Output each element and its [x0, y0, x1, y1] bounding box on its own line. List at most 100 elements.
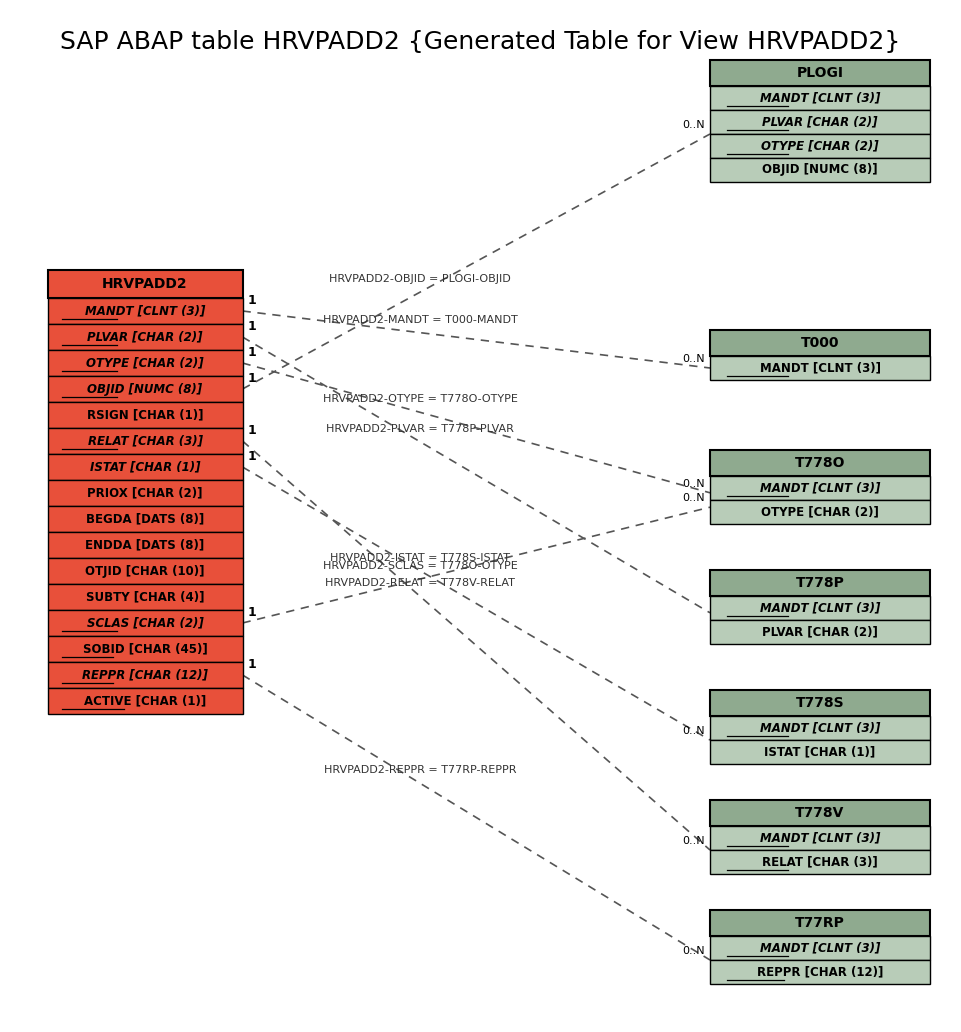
Bar [47, 454, 242, 480]
Text: 1: 1 [248, 346, 257, 359]
Text: HRVPADD2-ISTAT = T778S-ISTAT: HRVPADD2-ISTAT = T778S-ISTAT [331, 553, 510, 562]
Text: PLVAR [CHAR (2)]: PLVAR [CHAR (2)] [87, 330, 203, 344]
Text: ENDDA [DATS (8)]: ENDDA [DATS (8)] [86, 539, 205, 551]
Text: OTYPE [CHAR (2)]: OTYPE [CHAR (2)] [761, 506, 879, 518]
Text: 0..N: 0..N [682, 354, 705, 364]
Text: 0..N: 0..N [682, 946, 705, 956]
Text: HRVPADD2-PLVAR = T778P-PLVAR: HRVPADD2-PLVAR = T778P-PLVAR [326, 424, 514, 433]
Bar [710, 800, 930, 826]
Text: REPPR [CHAR (12)]: REPPR [CHAR (12)] [757, 966, 883, 978]
Text: ACTIVE [CHAR (1)]: ACTIVE [CHAR (1)] [84, 695, 206, 708]
Text: 0..N: 0..N [682, 479, 705, 489]
Bar [710, 476, 930, 499]
Text: ISTAT [CHAR (1)]: ISTAT [CHAR (1)] [89, 460, 200, 474]
Text: OTJID [CHAR (10)]: OTJID [CHAR (10)] [86, 565, 205, 578]
Text: 1: 1 [248, 294, 257, 307]
Text: MANDT [CLNT (3)]: MANDT [CLNT (3)] [760, 941, 880, 955]
Bar [47, 350, 242, 376]
Bar [47, 636, 242, 662]
Text: 1: 1 [248, 372, 257, 385]
Text: OTYPE [CHAR (2)]: OTYPE [CHAR (2)] [86, 356, 204, 369]
Bar [710, 110, 930, 134]
Text: HRVPADD2-OTYPE = T778O-OTYPE: HRVPADD2-OTYPE = T778O-OTYPE [323, 394, 518, 405]
Text: T77RP: T77RP [795, 916, 845, 930]
Bar [710, 936, 930, 960]
Bar [710, 158, 930, 182]
Bar [710, 450, 930, 476]
Bar [47, 533, 242, 558]
Text: MANDT [CLNT (3)]: MANDT [CLNT (3)] [760, 482, 880, 494]
Text: HRVPADD2-SCLAS = T778O-OTYPE: HRVPADD2-SCLAS = T778O-OTYPE [323, 561, 518, 571]
Bar [710, 134, 930, 158]
Bar [47, 298, 242, 324]
Text: 1: 1 [248, 658, 257, 671]
Text: 1: 1 [248, 424, 257, 437]
Text: T778V: T778V [796, 806, 845, 820]
Text: OBJID [NUMC (8)]: OBJID [NUMC (8)] [762, 163, 877, 176]
Bar [710, 356, 930, 380]
Text: HRVPADD2: HRVPADD2 [102, 277, 187, 291]
Text: SUBTY [CHAR (4)]: SUBTY [CHAR (4)] [86, 590, 205, 604]
Bar [710, 330, 930, 356]
Bar [710, 499, 930, 524]
Text: 0..N: 0..N [682, 493, 705, 504]
Text: PLVAR [CHAR (2)]: PLVAR [CHAR (2)] [762, 625, 878, 639]
Text: OBJID [NUMC (8)]: OBJID [NUMC (8)] [87, 383, 203, 395]
Bar [710, 910, 930, 936]
Bar [710, 960, 930, 983]
Text: HRVPADD2-OBJID = PLOGI-OBJID: HRVPADD2-OBJID = PLOGI-OBJID [330, 275, 511, 284]
Text: RELAT [CHAR (3)]: RELAT [CHAR (3)] [762, 856, 878, 869]
Text: RELAT [CHAR (3)]: RELAT [CHAR (3)] [87, 434, 203, 448]
Bar [710, 620, 930, 644]
Text: SAP ABAP table HRVPADD2 {Generated Table for View HRVPADD2}: SAP ABAP table HRVPADD2 {Generated Table… [61, 30, 900, 54]
Bar [47, 584, 242, 610]
Bar [47, 610, 242, 636]
Bar [710, 86, 930, 110]
Text: T778O: T778O [795, 456, 846, 470]
Text: MANDT [CLNT (3)]: MANDT [CLNT (3)] [85, 304, 206, 318]
Text: MANDT [CLNT (3)]: MANDT [CLNT (3)] [760, 721, 880, 735]
Bar [47, 480, 242, 506]
Text: REPPR [CHAR (12)]: REPPR [CHAR (12)] [82, 669, 208, 681]
Bar [710, 826, 930, 850]
Text: 1: 1 [248, 606, 257, 619]
Text: T778P: T778P [796, 576, 845, 590]
Text: PLVAR [CHAR (2)]: PLVAR [CHAR (2)] [762, 116, 877, 129]
Bar [710, 850, 930, 874]
Bar [47, 402, 242, 428]
Text: SOBID [CHAR (45)]: SOBID [CHAR (45)] [83, 643, 208, 655]
Text: HRVPADD2-MANDT = T000-MANDT: HRVPADD2-MANDT = T000-MANDT [323, 315, 518, 325]
Text: MANDT [CLNT (3)]: MANDT [CLNT (3)] [760, 92, 880, 104]
Text: HRVPADD2-RELAT = T778V-RELAT: HRVPADD2-RELAT = T778V-RELAT [325, 578, 515, 588]
Bar [710, 570, 930, 596]
Text: PRIOX [CHAR (2)]: PRIOX [CHAR (2)] [87, 486, 203, 499]
Bar [47, 662, 242, 688]
Text: 1: 1 [248, 320, 257, 333]
Text: OTYPE [CHAR (2)]: OTYPE [CHAR (2)] [761, 139, 878, 153]
Text: MANDT [CLNT (3)]: MANDT [CLNT (3)] [759, 361, 880, 375]
Bar [47, 376, 242, 402]
Text: T000: T000 [801, 336, 839, 350]
Text: MANDT [CLNT (3)]: MANDT [CLNT (3)] [760, 602, 880, 614]
Text: MANDT [CLNT (3)]: MANDT [CLNT (3)] [760, 832, 880, 844]
Text: T778S: T778S [796, 696, 845, 710]
Text: ISTAT [CHAR (1)]: ISTAT [CHAR (1)] [764, 745, 875, 759]
Bar [47, 688, 242, 714]
Text: 0..N: 0..N [682, 725, 705, 736]
Bar [47, 324, 242, 350]
Text: PLOGI: PLOGI [797, 66, 844, 80]
Text: BEGDA [DATS (8)]: BEGDA [DATS (8)] [86, 513, 204, 525]
Text: 0..N: 0..N [682, 120, 705, 130]
Bar [47, 558, 242, 584]
Text: 1: 1 [248, 450, 257, 463]
Bar [710, 690, 930, 716]
Text: RSIGN [CHAR (1)]: RSIGN [CHAR (1)] [86, 409, 203, 421]
Bar [47, 506, 242, 533]
Bar [710, 596, 930, 620]
Text: 0..N: 0..N [682, 836, 705, 846]
Text: SCLAS [CHAR (2)]: SCLAS [CHAR (2)] [86, 616, 204, 630]
Bar [47, 270, 242, 298]
Bar [710, 60, 930, 86]
Text: HRVPADD2-REPPR = T77RP-REPPR: HRVPADD2-REPPR = T77RP-REPPR [324, 766, 516, 775]
Bar [710, 716, 930, 740]
